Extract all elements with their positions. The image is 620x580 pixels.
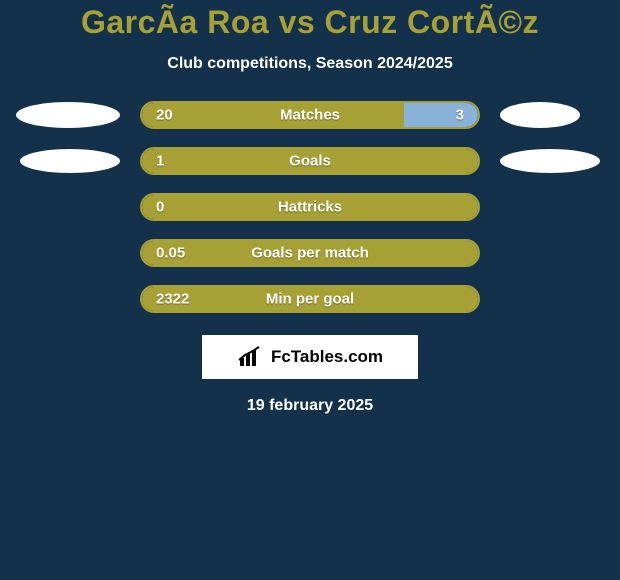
brand-text: FcTables.com — [271, 347, 383, 367]
left-ellipse — [16, 102, 120, 128]
bar-right-segment — [404, 103, 478, 127]
bar-label: Hattricks — [278, 199, 342, 216]
bar-label: Goals — [289, 153, 331, 170]
brand-box: FcTables.com — [202, 335, 418, 379]
bar-left-value: 2322 — [156, 291, 189, 308]
bar-left-value: 20 — [156, 107, 173, 124]
comparison-row: 0.05 Goals per match — [0, 239, 620, 267]
subtitle: Club competitions, Season 2024/2025 — [167, 55, 452, 73]
brand-chart-icon — [237, 346, 265, 368]
right-ellipse-slot — [500, 149, 612, 173]
comparison-bar: 20 3 Matches — [140, 101, 480, 129]
comparison-row: 1 Goals — [0, 147, 620, 175]
bar-left-value: 1 — [156, 153, 164, 170]
comparison-bar: 1 Goals — [140, 147, 480, 175]
comparison-bar: 2322 Min per goal — [140, 285, 480, 313]
bar-label: Goals per match — [251, 245, 369, 262]
comparison-bar: 0.05 Goals per match — [140, 239, 480, 267]
comparison-row: 20 3 Matches — [0, 101, 620, 129]
bar-left-value: 0 — [156, 199, 164, 216]
page-title: GarcÃ­a Roa vs Cruz CortÃ©z — [81, 4, 539, 41]
left-ellipse-slot — [8, 102, 120, 128]
date-text: 19 february 2025 — [247, 397, 373, 415]
right-ellipse — [500, 102, 580, 128]
comparison-row: 2322 Min per goal — [0, 285, 620, 313]
bar-right-value: 3 — [456, 107, 464, 124]
left-ellipse — [20, 149, 120, 173]
left-ellipse-slot — [8, 149, 120, 173]
right-ellipse-slot — [500, 102, 612, 128]
bar-label: Matches — [280, 107, 340, 124]
comparison-rows: 20 3 Matches 1 Goals 0 Hattricks 0.05 Goals per … — [0, 101, 620, 313]
bar-label: Min per goal — [266, 291, 354, 308]
comparison-row: 0 Hattricks — [0, 193, 620, 221]
comparison-bar: 0 Hattricks — [140, 193, 480, 221]
bar-left-segment — [142, 103, 404, 127]
right-ellipse — [500, 149, 600, 173]
bar-left-value: 0.05 — [156, 245, 185, 262]
